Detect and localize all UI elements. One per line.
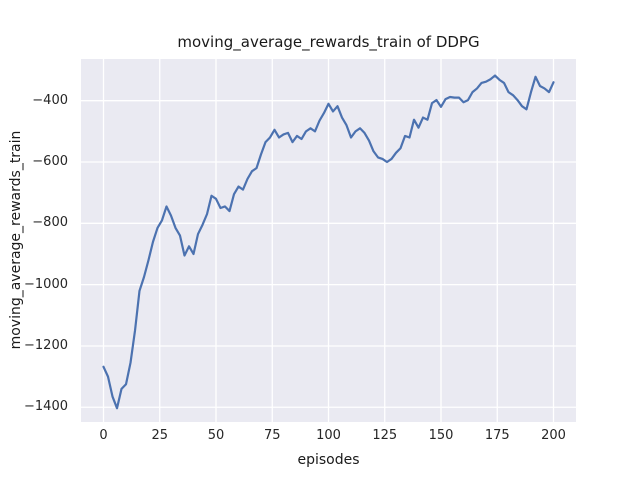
line-chart [81, 59, 576, 422]
plot-area [81, 59, 576, 422]
x-tick-label: 175 [484, 428, 510, 443]
y-tick-label: −800 [32, 215, 68, 231]
x-tick-label: 50 [207, 428, 225, 443]
y-tick-label: −1400 [24, 399, 68, 415]
x-tick-label: 150 [428, 428, 454, 443]
y-tick-label: −1000 [24, 276, 68, 292]
x-tick-label: 25 [151, 428, 169, 443]
y-tick-label: −1200 [24, 337, 68, 353]
x-tick-label: 0 [99, 428, 108, 443]
y-tick-label: −400 [32, 92, 68, 108]
x-tick-label: 75 [263, 428, 281, 443]
x-axis-label: episodes [297, 452, 360, 468]
series-line-moving_average_rewards_train [102, 74, 555, 410]
y-tick-label: −600 [32, 154, 68, 169]
x-tick-label: 125 [372, 428, 398, 443]
x-tick-label: 100 [316, 428, 341, 443]
chart-title: moving_average_rewards_train of DDPG [177, 33, 480, 51]
x-tick-label: 200 [541, 428, 566, 443]
